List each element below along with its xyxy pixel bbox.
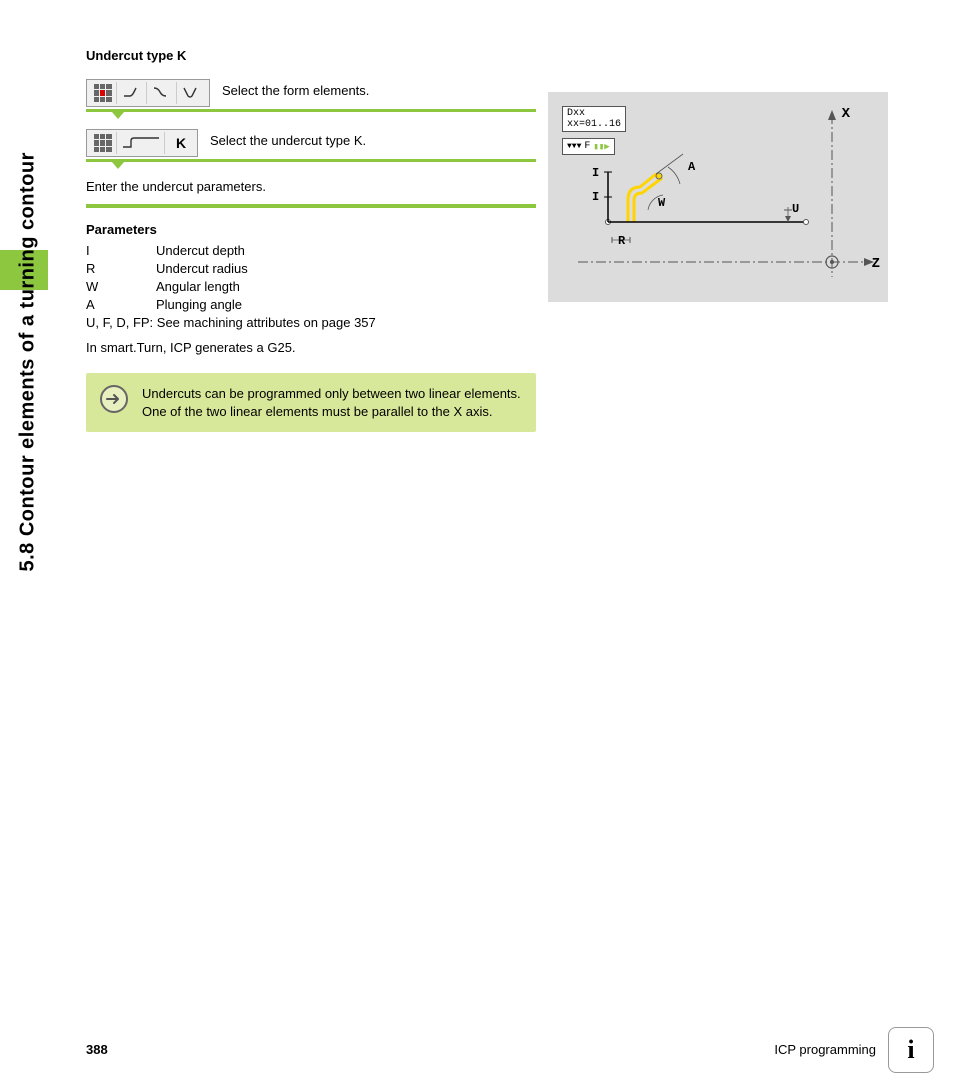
- divider: [86, 159, 536, 162]
- form-elements-toolbar-icon: [86, 79, 210, 107]
- step-text: Select the undercut type K.: [210, 129, 366, 148]
- divider: [86, 109, 536, 112]
- dxx-line2: xx=01..16: [567, 119, 621, 130]
- step-row: Select the form elements.: [86, 79, 536, 107]
- info-badge-text: i: [907, 1035, 914, 1065]
- note-box: Undercuts can be programmed only between…: [86, 373, 536, 432]
- label-A: A: [688, 160, 695, 174]
- info-badge-icon: i: [888, 1027, 934, 1073]
- step-text: Select the form elements.: [222, 79, 369, 98]
- param-code: W: [86, 279, 156, 294]
- step-row: K Select the undercut type K.: [86, 129, 536, 157]
- label-U: U: [792, 202, 799, 216]
- curve3-icon: [179, 82, 207, 104]
- dxx-line1: Dxx: [567, 108, 621, 119]
- grid-icon: [94, 84, 112, 102]
- page-footer: 388 ICP programming: [86, 1042, 876, 1057]
- label-W: W: [658, 196, 665, 210]
- body-text: In smart.Turn, ICP generates a G25.: [86, 340, 536, 355]
- divider: [86, 204, 536, 208]
- x-axis-label: X: [842, 106, 850, 122]
- label-I: I: [592, 166, 599, 180]
- param-code: I: [86, 243, 156, 258]
- param-code: R: [86, 261, 156, 276]
- section-title: 5.8 Contour elements of a turning contou…: [17, 152, 40, 571]
- step-after-text: Enter the undercut parameters.: [86, 179, 536, 194]
- label-R: R: [618, 234, 625, 248]
- f-box: ▼▼▼ F ▮▮▶: [562, 138, 615, 155]
- page-heading: Undercut type K: [86, 48, 536, 63]
- param-code: A: [86, 297, 156, 312]
- undercut-k-toolbar-icon: K: [86, 129, 198, 157]
- z-axis-label: Z: [872, 256, 880, 272]
- note-text: Undercuts can be programmed only between…: [142, 385, 522, 420]
- param-row: R Undercut radius: [86, 261, 536, 276]
- param-desc: Undercut depth: [156, 243, 245, 258]
- chapter-name: ICP programming: [774, 1042, 876, 1057]
- param-row: W Angular length: [86, 279, 536, 294]
- note-arrow-icon: [100, 385, 128, 413]
- params-note: U, F, D, FP: See machining attributes on…: [86, 315, 536, 330]
- k-label-icon: K: [167, 132, 195, 154]
- label-I: I: [592, 190, 599, 204]
- step-arrow-icon: [112, 112, 124, 119]
- f-label: F: [584, 141, 590, 152]
- main-content: Undercut type K Select the form elements…: [86, 48, 536, 432]
- undercut-diagram: Dxx xx=01..16 ▼▼▼ F ▮▮▶ X Z I I A W U R: [548, 92, 888, 302]
- dxx-box: Dxx xx=01..16: [562, 106, 626, 132]
- parameters-heading: Parameters: [86, 222, 536, 237]
- undercut-shape-icon: [119, 132, 165, 154]
- param-desc: Angular length: [156, 279, 240, 294]
- step-arrow-icon: [112, 162, 124, 169]
- grid-icon: [94, 134, 112, 152]
- curve2-icon: [149, 82, 177, 104]
- param-desc: Undercut radius: [156, 261, 248, 276]
- param-row: A Plunging angle: [86, 297, 536, 312]
- param-desc: Plunging angle: [156, 297, 242, 312]
- page-number: 388: [86, 1042, 108, 1057]
- param-row: I Undercut depth: [86, 243, 536, 258]
- curve1-icon: [119, 82, 147, 104]
